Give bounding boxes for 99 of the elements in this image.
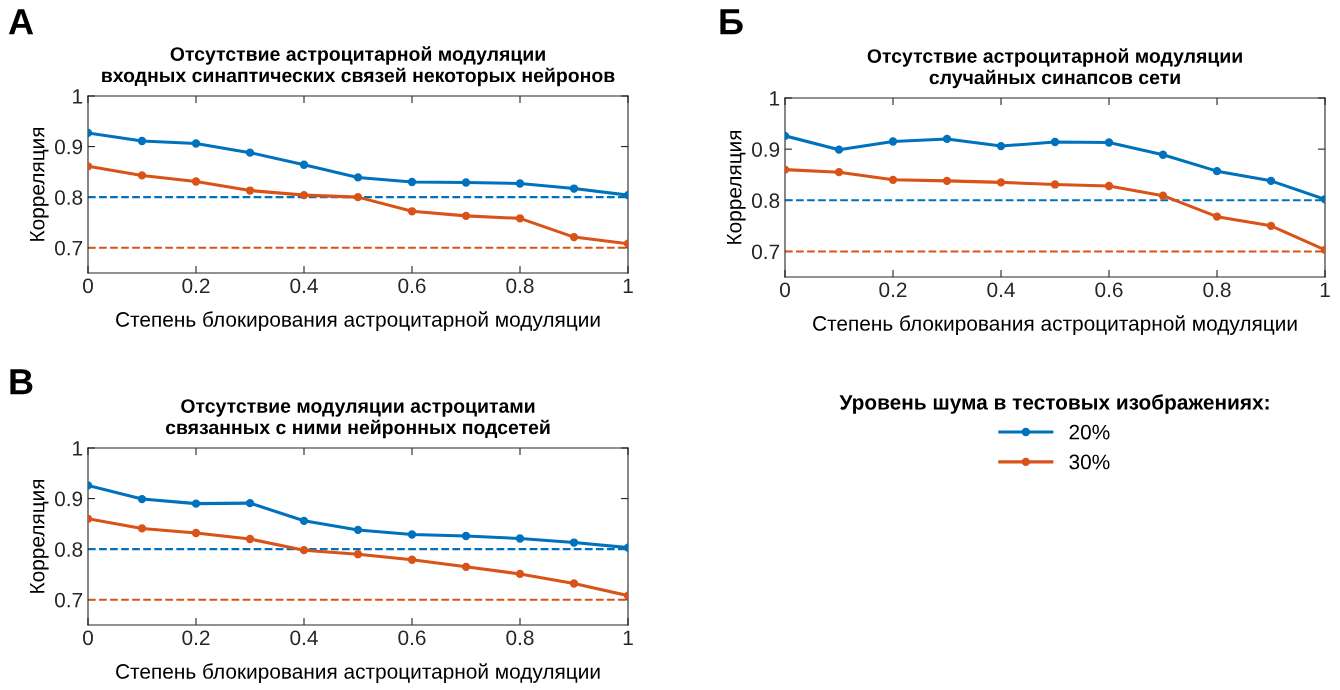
x-tick-label: 0 [780,282,790,298]
y-tick-label: 1 [73,89,83,104]
point [353,550,363,559]
point [353,173,363,182]
point [299,160,309,169]
point [834,145,844,154]
chart-title: Отсутствие модуляции астроцитами связанных с ними нейронных подсетей [165,399,550,439]
point [569,232,579,242]
legend-label: 30% [1069,454,1110,470]
point [191,139,201,148]
point [1158,191,1168,200]
point [515,569,525,579]
point [1212,212,1222,221]
point [245,186,255,195]
text: A [8,9,34,35]
x-tick-label: 0.6 [1095,282,1123,298]
point [996,178,1006,187]
point [353,525,363,535]
point [1158,150,1168,159]
point [191,528,201,538]
x-axis-title: Степень блокирования астроцитарной модуляции [116,663,600,683]
chart-title: Отсутствие астроцитарной модуляции входных синаптических связей некоторых нейронов [102,46,615,87]
point [299,545,309,555]
point [569,579,579,588]
y-axis-title: Корреляция [726,130,746,244]
point [407,555,417,564]
point [834,167,844,177]
y-tick-label: 1 [770,91,780,106]
y-tick-label: 0.7 [751,244,780,260]
y-axis-title: Корреляция [29,127,49,241]
point [245,498,255,508]
point [353,192,363,202]
point [1266,176,1276,186]
point [942,176,952,186]
text: В [10,369,33,395]
chart-title: Отсутствие астроцитарной модуляции случайных синапсов сети [867,48,1242,89]
point [191,499,201,508]
point [299,190,309,200]
x-tick-label: 0.6 [398,278,426,294]
point [137,494,147,504]
point [1050,137,1060,147]
x-tick-label: 0.8 [506,630,534,646]
x-axis-title: Степень блокирования астроцитарной модуляции [116,311,600,331]
point [137,524,147,533]
y-tick-label: 0.7 [54,592,83,608]
x-tick-label: 0.2 [182,630,210,646]
y-tick-label: 0.7 [54,240,83,256]
y-axis-title: Корреляция [29,479,49,593]
x-tick-label: 0.8 [1203,282,1231,298]
point [1212,166,1222,176]
x-tick-label: 1 [623,630,633,645]
y-tick-label: 0.9 [54,139,83,155]
point [461,531,471,541]
x-tick-label: 0.8 [506,278,534,294]
y-tick-label: 0.9 [751,142,780,157]
point [245,148,255,157]
point [888,175,898,184]
y-tick-label: 0.8 [751,193,780,209]
y-tick-label: 0.8 [54,190,83,205]
legend-title: Уровень шума в тестовых изображениях: [839,394,1269,414]
point [191,177,201,186]
x-tick-label: 0.2 [879,282,907,298]
point [461,211,471,221]
y-tick-label: 0.9 [54,491,83,507]
x-tick-label: 0.4 [987,282,1015,298]
point [461,178,471,187]
point [996,141,1006,151]
y-tick-label: 1 [73,441,83,456]
point [515,534,525,543]
point [942,134,952,144]
x-tick-label: 0 [83,278,93,294]
x-tick-label: 0.6 [398,630,426,646]
text: Б [720,9,743,35]
x-tick-label: 0.2 [182,278,210,294]
x-tick-label: 0 [83,630,93,646]
point [407,177,417,187]
point [137,136,147,146]
point [515,179,525,188]
point [299,516,309,525]
x-tick-label: 1 [623,278,633,293]
x-axis-title: Степень блокирования астроцитарной модуляции [813,315,1297,335]
point [407,207,417,216]
point [1050,180,1060,189]
point [1266,221,1276,231]
point [245,534,255,544]
legend-label: 20% [1069,424,1110,440]
x-tick-label: 1 [1320,282,1330,297]
point [1104,138,1114,147]
point [569,538,579,547]
x-tick-label: 0.4 [290,630,318,646]
point [137,171,147,180]
point [569,184,579,193]
point [1104,181,1114,191]
y-tick-label: 0.8 [54,542,83,557]
point [515,214,525,223]
point [461,562,471,572]
x-tick-label: 0.4 [290,278,318,294]
point [407,530,417,539]
point [888,137,898,146]
